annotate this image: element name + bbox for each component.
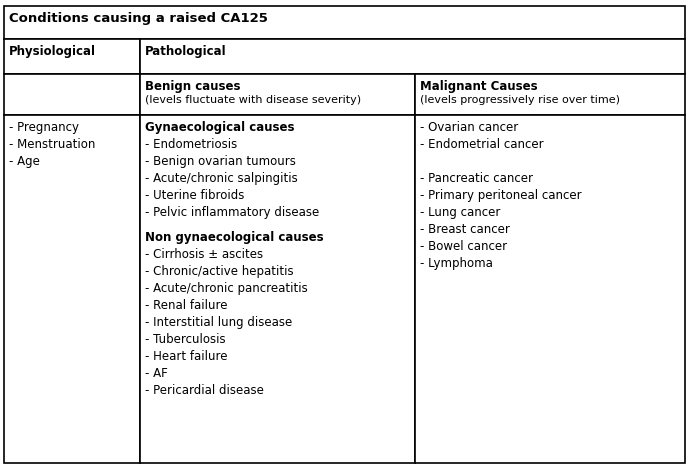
Text: - Cirrhosis ± ascites: - Cirrhosis ± ascites — [145, 248, 263, 261]
Text: Pathological: Pathological — [145, 45, 227, 58]
Text: Malignant Causes: Malignant Causes — [420, 80, 537, 93]
Bar — [415, 74, 685, 115]
Text: - Renal failure: - Renal failure — [145, 299, 227, 312]
Text: Gynaecological causes: Gynaecological causes — [145, 121, 294, 134]
Bar — [140, 74, 415, 115]
Text: - Pericardial disease: - Pericardial disease — [145, 384, 264, 397]
Text: - Lymphoma: - Lymphoma — [420, 257, 493, 270]
Text: - Pancreatic cancer: - Pancreatic cancer — [420, 172, 533, 185]
Text: - Endometrial cancer: - Endometrial cancer — [420, 138, 544, 151]
Text: - Pelvic inflammatory disease: - Pelvic inflammatory disease — [145, 206, 319, 219]
Text: - Tuberculosis: - Tuberculosis — [145, 333, 225, 346]
Bar — [4, 74, 140, 115]
Text: - Age: - Age — [9, 155, 40, 168]
Bar — [4, 115, 140, 463]
Bar — [4, 39, 140, 74]
Text: - AF: - AF — [145, 367, 167, 380]
Text: - Primary peritoneal cancer: - Primary peritoneal cancer — [420, 189, 582, 202]
Text: - Breast cancer: - Breast cancer — [420, 223, 510, 236]
Text: - Bowel cancer: - Bowel cancer — [420, 240, 507, 253]
Text: - Interstitial lung disease: - Interstitial lung disease — [145, 316, 292, 329]
Text: - Acute/chronic pancreatitis: - Acute/chronic pancreatitis — [145, 282, 308, 295]
Text: Benign causes: Benign causes — [145, 80, 240, 93]
Text: Non gynaecological causes: Non gynaecological causes — [145, 231, 324, 244]
Text: - Acute/chronic salpingitis: - Acute/chronic salpingitis — [145, 172, 298, 185]
Text: (levels fluctuate with disease severity): (levels fluctuate with disease severity) — [145, 95, 361, 105]
Text: (levels progressively rise over time): (levels progressively rise over time) — [420, 95, 620, 105]
Text: Physiological: Physiological — [9, 45, 96, 58]
Text: - Heart failure: - Heart failure — [145, 350, 227, 363]
Bar — [140, 39, 685, 74]
Bar — [4, 6, 685, 39]
Text: - Menstruation: - Menstruation — [9, 138, 95, 151]
Bar — [415, 115, 685, 463]
Bar — [140, 115, 415, 463]
Text: Conditions causing a raised CA125: Conditions causing a raised CA125 — [9, 12, 268, 25]
Text: - Endometriosis: - Endometriosis — [145, 138, 237, 151]
Text: - Lung cancer: - Lung cancer — [420, 206, 500, 219]
Text: - Benign ovarian tumours: - Benign ovarian tumours — [145, 155, 296, 168]
Text: - Chronic/active hepatitis: - Chronic/active hepatitis — [145, 265, 294, 278]
Text: - Pregnancy: - Pregnancy — [9, 121, 79, 134]
Text: - Ovarian cancer: - Ovarian cancer — [420, 121, 518, 134]
Text: - Uterine fibroids: - Uterine fibroids — [145, 189, 245, 202]
